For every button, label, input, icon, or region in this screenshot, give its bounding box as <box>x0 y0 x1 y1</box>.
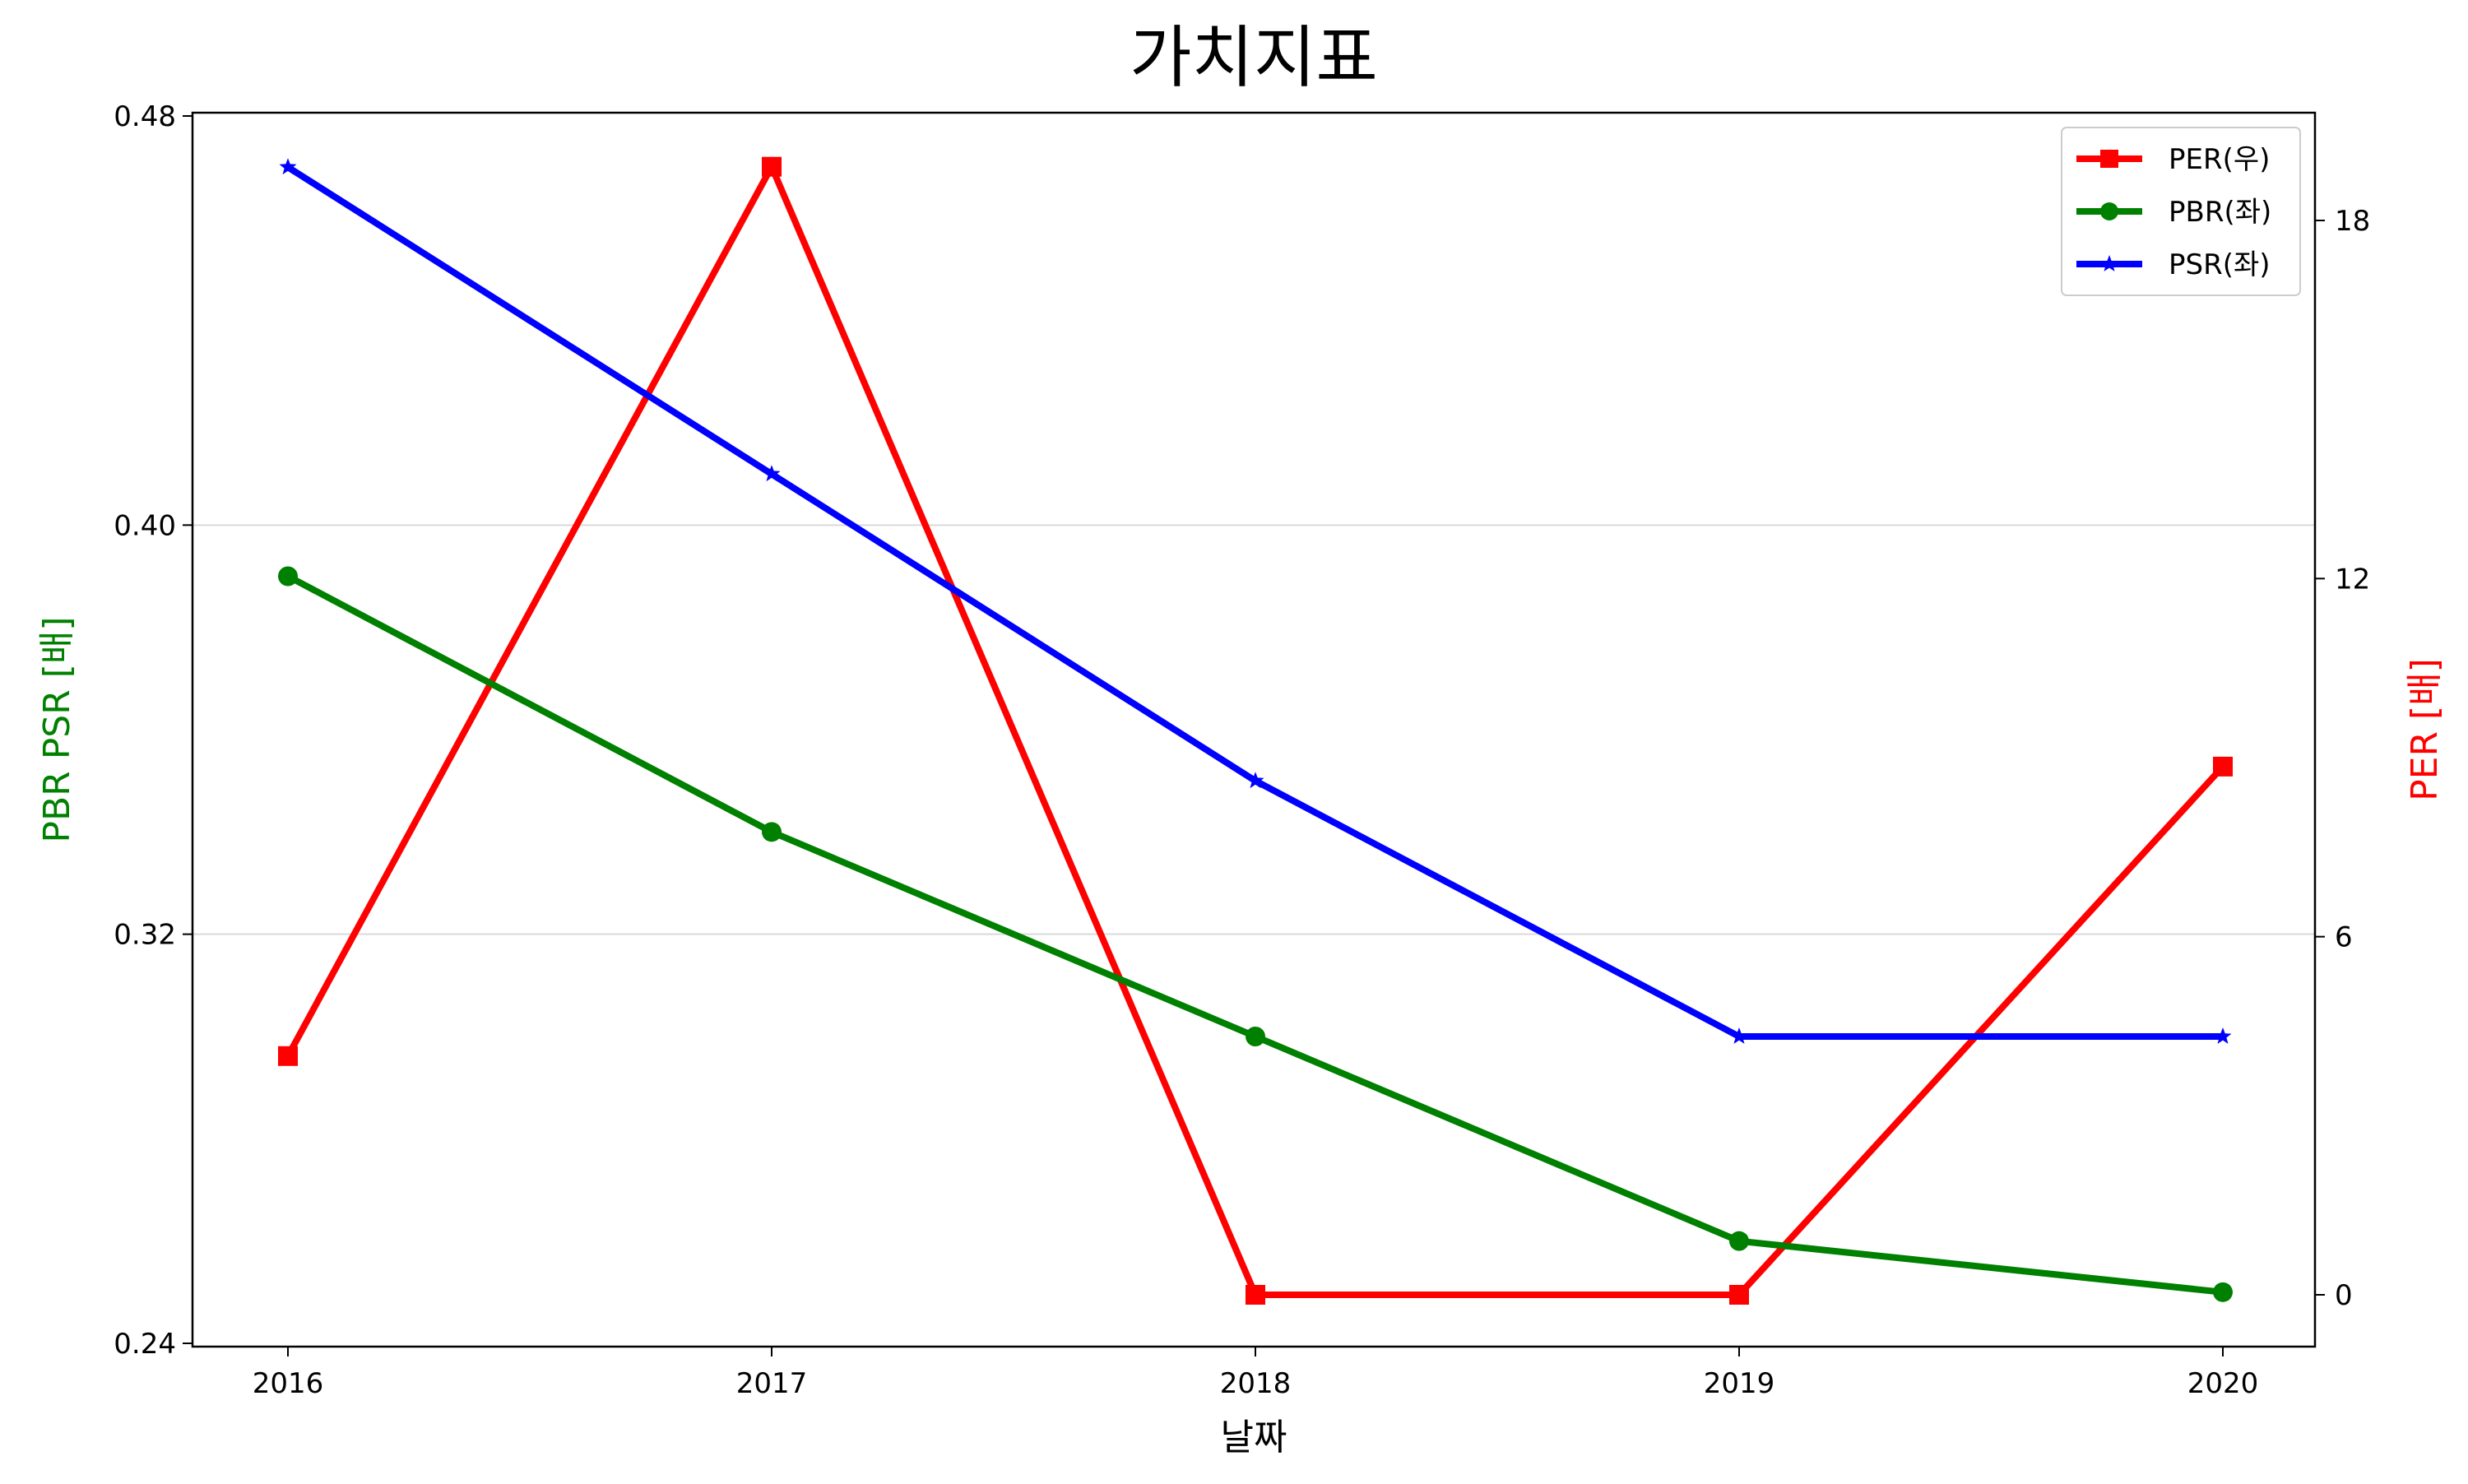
data-point-marker <box>1729 1231 1749 1251</box>
y-axis-right-label: PER [배] <box>2404 658 2446 801</box>
x-tick-label: 2018 <box>1220 1367 1292 1400</box>
y-right-tick-label: 6 <box>2335 921 2353 954</box>
y-right-tick-label: 12 <box>2335 563 2370 596</box>
axes: 0.24 0.32 0.40 0.48 0 6 12 18 2016 2017 2018 2019 20… <box>114 100 2370 1400</box>
series-psr <box>279 158 2232 1044</box>
y-axis-left-label: PBR PSR [배] <box>36 616 78 842</box>
data-point-marker <box>762 822 782 842</box>
data-point-marker <box>1246 772 1264 789</box>
x-tick-label: 2019 <box>1704 1367 1775 1400</box>
series-pbr <box>278 566 2233 1302</box>
data-point-marker <box>2213 756 2233 777</box>
gridlines <box>193 524 2315 935</box>
y-left-tick-label: 0.32 <box>114 919 176 952</box>
data-point-marker <box>2213 1282 2233 1302</box>
x-tick-label: 2017 <box>736 1367 808 1400</box>
y-right-tick-label: 0 <box>2335 1279 2353 1312</box>
data-point-marker <box>2100 255 2118 271</box>
series-per <box>278 156 2233 1305</box>
data-point-marker <box>1246 1285 1265 1305</box>
plot-frame <box>191 111 2317 1348</box>
data-point-marker <box>1246 1027 1265 1046</box>
data-point-marker <box>1730 1027 1748 1044</box>
y-left-tick-label: 0.40 <box>114 509 176 542</box>
y-left-tick-label: 0.48 <box>114 100 176 133</box>
legend-box <box>2061 127 2301 296</box>
legend-entry-label: PBR(좌) <box>2169 196 2271 229</box>
legend-entry-label: PER(우) <box>2169 143 2270 176</box>
series-lines <box>278 156 2233 1305</box>
data-point-marker <box>278 1046 298 1066</box>
data-point-marker <box>762 156 782 177</box>
chart-title: 가치지표 <box>1130 19 1378 97</box>
data-point-marker <box>278 566 298 587</box>
data-point-marker <box>279 158 297 175</box>
x-axis-label: 날짜 <box>1221 1417 1287 1458</box>
x-tick-label: 2020 <box>2187 1367 2259 1400</box>
y-left-tick-label: 0.24 <box>114 1328 176 1361</box>
data-point-marker <box>1729 1285 1749 1305</box>
data-point-marker <box>763 465 781 482</box>
data-point-marker <box>2100 202 2118 220</box>
legend: PER(우) PBR(좌) PSR(좌) <box>2061 127 2301 296</box>
y-right-tick-label: 18 <box>2335 205 2370 238</box>
series-line <box>285 164 2223 1040</box>
data-point-marker <box>2214 1027 2232 1044</box>
data-point-marker <box>2100 150 2118 168</box>
x-tick-label: 2016 <box>253 1367 324 1400</box>
legend-entry-label: PSR(좌) <box>2169 248 2271 281</box>
